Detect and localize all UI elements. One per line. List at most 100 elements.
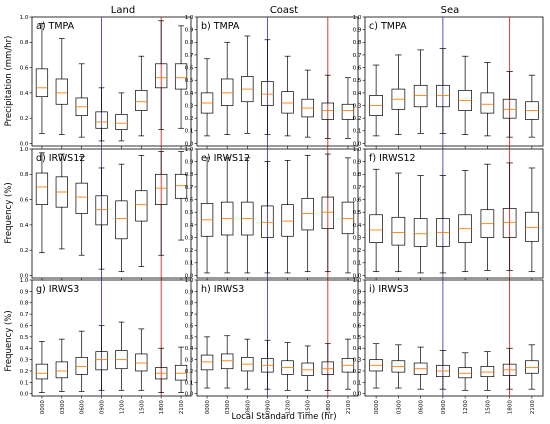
iqr-box xyxy=(261,205,274,238)
iqr-box xyxy=(155,173,168,205)
y-tick-label: 0.1 xyxy=(353,129,362,135)
x-tick-label: 0900 xyxy=(441,400,447,415)
box-1800 xyxy=(502,71,517,138)
y-tick-label: 0.4 xyxy=(353,223,362,229)
x-tick-label: 2100 xyxy=(530,400,536,415)
y-tick-label: 0.6 xyxy=(185,197,194,203)
y-tick-label: 0.9 xyxy=(353,28,362,34)
y-tick-label: 1.0 xyxy=(185,15,194,21)
y-tick-label: 0.8 xyxy=(20,172,29,178)
x-tick-label: 1200 xyxy=(463,400,469,415)
y-tick-label: 0.5 xyxy=(20,335,29,341)
panel-frame xyxy=(196,16,359,147)
iqr-box xyxy=(55,361,68,379)
box-1500 xyxy=(135,328,148,391)
iqr-box xyxy=(115,114,128,130)
box-1200 xyxy=(458,170,472,273)
box-1200 xyxy=(281,55,294,137)
iqr-box xyxy=(480,366,495,378)
iqr-box xyxy=(95,351,108,371)
box-1500 xyxy=(135,154,148,267)
box-1200 xyxy=(115,92,128,142)
y-tick-label: 0.4 xyxy=(185,91,194,97)
y-tick-label: 1.0 xyxy=(20,147,29,153)
box-0900 xyxy=(95,167,108,270)
x-tick-label: 0300 xyxy=(225,400,231,415)
iqr-box xyxy=(301,197,314,231)
box-1500 xyxy=(301,69,314,138)
y-tick-label: 0.0 xyxy=(353,392,362,398)
y-tick-label: 0.1 xyxy=(185,129,194,135)
panel-title: f) IRWS12 xyxy=(369,153,416,164)
x-tick-label: 1500 xyxy=(139,400,145,415)
y-tick-label: 0.1 xyxy=(185,261,194,267)
box-0300 xyxy=(221,41,234,135)
y-tick-label: 0.2 xyxy=(20,369,29,375)
y-tick-label: 1.0 xyxy=(353,278,362,284)
y-tick-label: 0.2 xyxy=(185,116,194,122)
y-tick-label: 0.6 xyxy=(185,65,194,71)
iqr-box xyxy=(502,208,517,238)
box-0900 xyxy=(436,48,450,134)
box-2100 xyxy=(525,344,539,390)
iqr-box xyxy=(75,182,88,214)
y-tick-label: 0.9 xyxy=(185,28,194,34)
y-tick-label: 0.3 xyxy=(353,103,362,109)
box-0000 xyxy=(369,343,383,389)
y-tick-label: 0.7 xyxy=(185,53,194,59)
y-tick-label: 0.1 xyxy=(20,380,29,386)
y-tick-label: 0.8 xyxy=(353,40,362,46)
y-tick-label: 0.0 xyxy=(20,141,29,147)
box-1800 xyxy=(321,153,334,273)
box-0300 xyxy=(391,344,406,389)
iqr-box xyxy=(502,98,517,119)
y-tick-label: 0.6 xyxy=(353,197,362,203)
iqr-box xyxy=(301,362,314,376)
panel-g: 0.0 0.1 0.2 0.3 0.4 0.5 0.6 0.7 0.8 0.9 1.0 0000 030… xyxy=(20,278,192,415)
box-2100 xyxy=(174,151,188,241)
iqr-box xyxy=(436,84,450,108)
y-tick-label: 0.6 xyxy=(20,65,29,71)
y-tick-label: 0.7 xyxy=(353,312,362,318)
panel-title: g) IRWS3 xyxy=(36,284,79,295)
y-tick-label: 0.8 xyxy=(353,301,362,307)
y-tick-label: 0.7 xyxy=(353,53,362,59)
y-tick-label: 0.2 xyxy=(185,248,194,254)
y-tick-label: 0.7 xyxy=(185,185,194,191)
y-tick-label: 0.4 xyxy=(20,346,29,352)
y-tick-label: 0.9 xyxy=(185,160,194,166)
box-1800 xyxy=(502,347,517,390)
panel-frame xyxy=(196,148,359,279)
y-tick-label: 0.5 xyxy=(185,210,194,216)
box-1800 xyxy=(155,151,168,256)
y-tick-label: 0.4 xyxy=(20,91,29,97)
panel-f: 0.0 0.1 0.2 0.3 0.4 0.5 0.6 0.7 0.8 0.9 1.0 f) IRWS… xyxy=(353,147,544,281)
box-1200 xyxy=(115,321,128,391)
x-tick-label: 1200 xyxy=(286,400,292,415)
row3-y-axis-label: Frequency (%) xyxy=(4,310,14,371)
iqr-box xyxy=(369,214,383,243)
box-0000 xyxy=(369,64,383,137)
y-tick-label: 1.0 xyxy=(353,147,362,153)
box-1800 xyxy=(321,343,334,391)
box-0000 xyxy=(35,341,49,393)
iqr-box xyxy=(135,90,148,111)
y-tick-label: 0.6 xyxy=(20,323,29,329)
panel-title: c) TMPA xyxy=(369,21,407,32)
iqr-box xyxy=(174,63,188,90)
box-0900 xyxy=(261,39,274,135)
y-tick-label: 0.3 xyxy=(353,235,362,241)
box-1200 xyxy=(458,352,472,391)
y-tick-label: 0.0 xyxy=(353,273,362,279)
box-0000 xyxy=(35,152,49,254)
y-tick-label: 0.8 xyxy=(20,40,29,46)
iqr-box xyxy=(75,356,88,375)
y-tick-label: 0.3 xyxy=(20,358,29,364)
y-tick-label: 0.9 xyxy=(20,289,29,295)
box-0900 xyxy=(261,161,274,274)
box-1500 xyxy=(480,351,495,391)
panel-title: e) IRWS12 xyxy=(201,153,250,164)
y-tick-label: 0.8 xyxy=(185,301,194,307)
box-1500 xyxy=(135,55,148,137)
